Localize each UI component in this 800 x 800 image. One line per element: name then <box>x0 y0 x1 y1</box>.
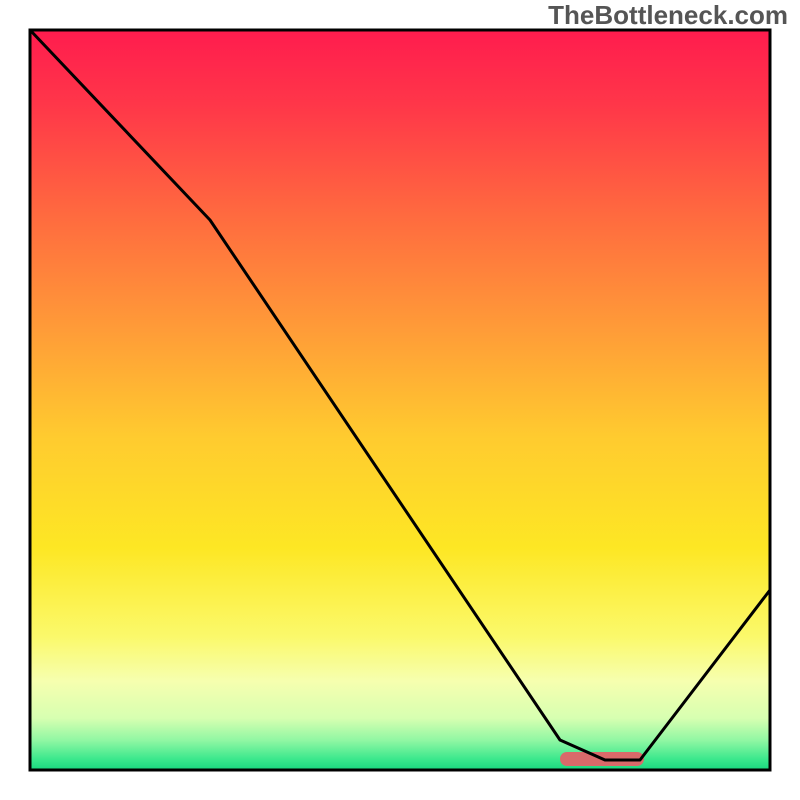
chart-container: TheBottleneck.com <box>0 0 800 800</box>
watermark-text: TheBottleneck.com <box>548 0 788 31</box>
bottleneck-chart <box>0 0 800 800</box>
gradient-background <box>30 30 770 770</box>
